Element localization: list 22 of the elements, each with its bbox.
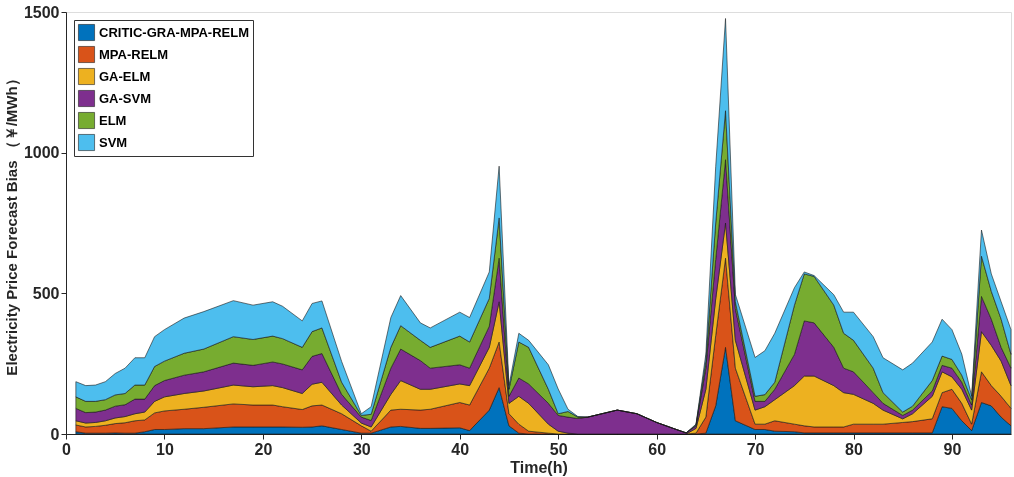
- y-tick-label: 0: [50, 425, 60, 443]
- legend-label: ELM: [99, 112, 127, 128]
- x-tick-label: 20: [254, 440, 273, 458]
- x-tick-label: 0: [62, 440, 72, 458]
- y-axis-title: Electricity Price Forecast Bias （￥/MWh）: [2, 71, 20, 376]
- x-tick-label: 30: [352, 440, 371, 458]
- x-tick-label: 10: [156, 440, 174, 458]
- legend-label: SVM: [99, 134, 128, 150]
- x-axis-title: Time(h): [510, 458, 568, 476]
- x-tick-label: 90: [943, 440, 962, 458]
- x-tick-label: 80: [845, 440, 863, 458]
- y-tick-label: 500: [32, 284, 60, 302]
- legend-label: MPA-RELM: [99, 46, 169, 62]
- x-tick-label: 40: [451, 440, 470, 458]
- legend-label: CRITIC-GRA-MPA-RELM: [99, 24, 249, 40]
- y-tick-label: 1000: [23, 144, 60, 162]
- x-tick-label: 60: [648, 440, 667, 458]
- y-tick-label: 1500: [23, 3, 60, 21]
- x-tick-label: 50: [549, 440, 568, 458]
- x-tick-label: 70: [746, 440, 765, 458]
- legend-label: GA-SVM: [99, 90, 151, 106]
- legend-label: GA-ELM: [99, 68, 151, 84]
